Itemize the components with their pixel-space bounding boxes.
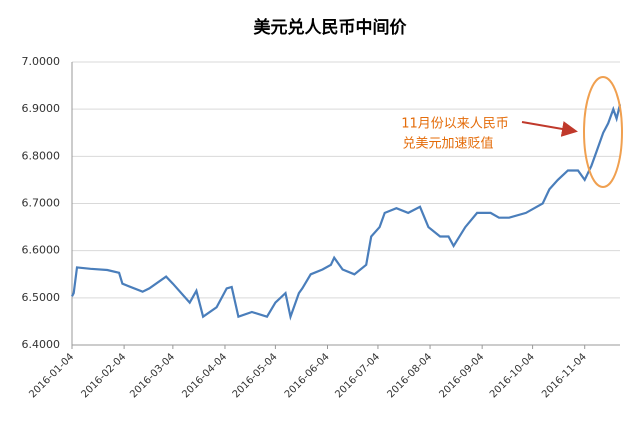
y-tick-label: 6.4000 [22, 338, 61, 351]
x-tick-label: 2016-01-04 [27, 351, 76, 400]
x-tick-label: 2016-08-04 [385, 351, 434, 400]
y-tick-label: 6.5000 [22, 291, 61, 304]
x-tick-label: 2016-04-04 [180, 351, 229, 400]
x-tick-label: 2016-05-04 [231, 351, 280, 400]
annotation: 兑美元加速贬值 [402, 136, 493, 152]
y-tick-label: 6.8000 [22, 149, 61, 162]
x-tick-label: 2016-10-04 [488, 351, 537, 400]
x-tick-label: 2016-07-04 [333, 351, 382, 400]
x-tick-label: 2016-02-04 [79, 351, 128, 400]
chart-title: 美元兑人民币中间价 [254, 17, 408, 38]
arrow [521, 121, 578, 137]
x-tick-label: 2016-06-04 [283, 351, 332, 400]
data-line [71, 104, 622, 321]
annotation: 11月份以来人民币 [401, 117, 509, 132]
x-tick-label: 2016-09-04 [438, 351, 487, 400]
y-tick-label: 6.6000 [22, 244, 61, 257]
x-tick-label: 2016-03-04 [128, 351, 177, 400]
highlight-ellipse [583, 76, 623, 188]
y-tick-label: 7.0000 [22, 55, 61, 68]
y-tick-label: 6.7000 [22, 197, 61, 210]
x-tick-label: 2016-11-04 [540, 351, 589, 400]
y-tick-label: 6.9000 [22, 102, 61, 115]
